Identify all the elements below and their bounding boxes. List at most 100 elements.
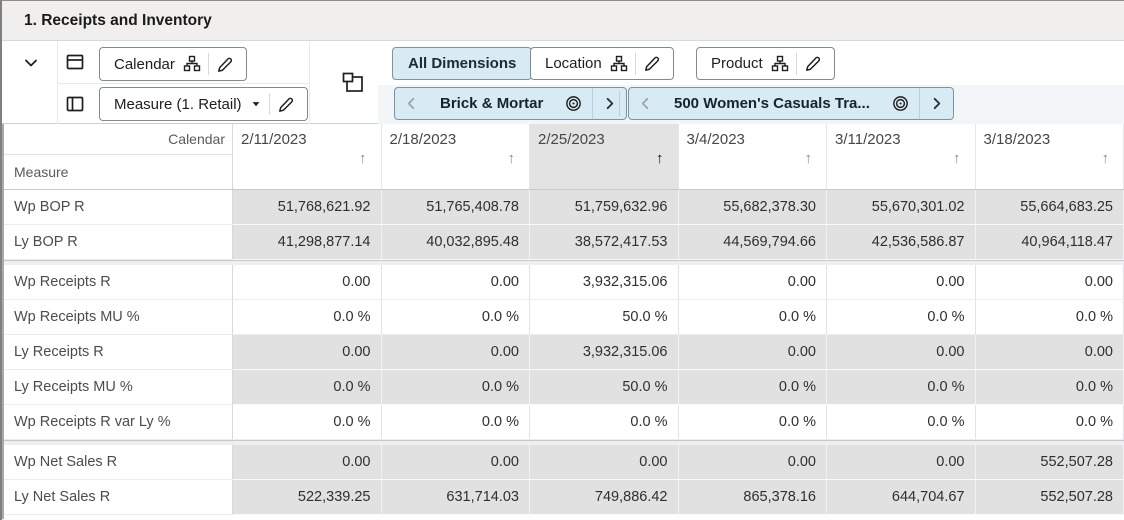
data-cell[interactable]: 0.0 % (233, 300, 382, 335)
calendar-dimension-label: Calendar (4, 124, 232, 155)
location-page-label: Brick & Mortar (440, 95, 544, 112)
row-header[interactable]: Wp Net Sales R (4, 445, 233, 480)
measure-edit-button[interactable] (274, 96, 297, 113)
row-header[interactable]: Wp Receipts MU % (4, 300, 233, 335)
data-cell[interactable]: 631,714.03 (381, 480, 530, 515)
tab-all-dimensions[interactable]: All Dimensions (392, 47, 533, 80)
row-header[interactable]: Ly Receipts R (4, 335, 233, 370)
data-cell[interactable]: 0.0 % (233, 405, 382, 440)
data-cell[interactable]: 0.0 % (827, 300, 976, 335)
tile-divider (619, 91, 620, 116)
data-cell[interactable]: 55,682,378.30 (678, 190, 827, 225)
data-cell[interactable]: 44,569,794.66 (678, 225, 827, 260)
tab-label: All Dimensions (408, 55, 517, 72)
data-cell[interactable]: 644,704.67 (827, 480, 976, 515)
data-cell[interactable]: 40,964,118.47 (975, 225, 1124, 260)
data-cell[interactable]: 0.00 (381, 265, 530, 300)
column-header[interactable]: 3/4/2023 ↑ (679, 124, 827, 189)
table-row: Wp Receipts R 0.00 0.00 3,932,315.06 0.00 0.0… (4, 265, 1124, 300)
data-cell[interactable]: 51,759,632.96 (530, 190, 679, 225)
sort-ascending-icon[interactable]: ↑ (507, 150, 516, 167)
data-cell[interactable]: 38,572,417.53 (530, 225, 679, 260)
data-cell[interactable]: 55,670,301.02 (827, 190, 976, 225)
product-edit-button[interactable] (801, 55, 824, 72)
row-header[interactable]: Ly BOP R (4, 225, 233, 260)
data-cell[interactable]: 0.00 (975, 335, 1124, 370)
row-header[interactable]: Ly Receipts MU % (4, 370, 233, 405)
data-cell[interactable]: 0.00 (975, 265, 1124, 300)
row-header[interactable]: Wp Receipts R var Ly % (4, 405, 233, 440)
product-next-button[interactable] (918, 88, 953, 119)
column-header[interactable]: 3/18/2023 ↑ (976, 124, 1124, 189)
data-cell[interactable]: 0.0 % (678, 300, 827, 335)
product-axis-button[interactable]: Product (696, 47, 835, 80)
data-cell[interactable]: 50.0 % (530, 370, 679, 405)
sort-ascending-icon[interactable]: ↑ (359, 150, 367, 167)
column-header[interactable]: 2/11/2023 ↑ (233, 124, 382, 189)
data-cell[interactable]: 51,765,408.78 (381, 190, 530, 225)
row-header[interactable]: Wp Receipts R (4, 265, 233, 300)
data-cell[interactable]: 50.0 % (530, 300, 679, 335)
pencil-icon (643, 55, 660, 72)
data-cell[interactable]: 3,932,315.06 (530, 265, 679, 300)
data-cell[interactable]: 3,932,315.06 (530, 335, 679, 370)
sort-ascending-icon[interactable]: ↑ (953, 150, 961, 167)
data-cell[interactable]: 0.00 (678, 265, 827, 300)
data-cell[interactable]: 41,298,877.14 (233, 225, 382, 260)
data-cell[interactable]: 55,664,683.25 (975, 190, 1124, 225)
pencil-icon (804, 55, 821, 72)
data-cell[interactable]: 0.00 (381, 445, 530, 480)
data-cell[interactable]: 51,768,621.92 (233, 190, 382, 225)
data-cell[interactable]: 40,032,895.48 (381, 225, 530, 260)
calendar-axis-button[interactable]: Calendar (99, 47, 247, 81)
data-cell[interactable]: 522,339.25 (233, 480, 382, 515)
location-target-button[interactable] (555, 88, 592, 119)
data-cell[interactable]: 0.00 (233, 445, 382, 480)
table-row: Ly Net Sales R 522,339.25 631,714.03 749,88… (4, 480, 1124, 515)
data-cell[interactable]: 0.00 (530, 445, 679, 480)
data-cell[interactable]: 0.00 (827, 445, 976, 480)
data-cell[interactable]: 0.0 % (678, 405, 827, 440)
data-cell[interactable]: 0.0 % (530, 405, 679, 440)
column-header[interactable]: 2/18/2023 ↑ (382, 124, 530, 189)
sort-ascending-icon[interactable]: ↑ (804, 150, 813, 167)
sort-ascending-icon[interactable]: ↑ (1101, 150, 1110, 167)
data-cell[interactable]: 0.00 (678, 445, 827, 480)
data-cell[interactable]: 42,536,586.87 (827, 225, 976, 260)
column-header[interactable]: 3/11/2023 ↑ (827, 124, 976, 189)
measure-axis-dropdown[interactable]: Measure (1. Retail) (99, 87, 308, 121)
data-cell[interactable]: 0.0 % (975, 370, 1124, 405)
product-target-button[interactable] (882, 88, 919, 119)
data-cell[interactable]: 0.0 % (975, 405, 1124, 440)
data-cell[interactable]: 0.0 % (381, 405, 530, 440)
data-cell[interactable]: 0.0 % (381, 370, 530, 405)
product-prev-button[interactable] (629, 88, 662, 119)
data-cell[interactable]: 749,886.42 (530, 480, 679, 515)
location-axis-button[interactable]: Location (530, 47, 674, 80)
data-cell[interactable]: 0.00 (827, 335, 976, 370)
data-cell[interactable]: 0.00 (381, 335, 530, 370)
location-prev-button[interactable] (395, 88, 428, 119)
row-header[interactable]: Ly Net Sales R (4, 480, 233, 515)
data-cell[interactable]: 0.0 % (233, 370, 382, 405)
collapse-view-button[interactable] (18, 50, 44, 76)
data-cell[interactable]: 0.0 % (827, 370, 976, 405)
data-cell[interactable]: 0.00 (827, 265, 976, 300)
calendar-edit-button[interactable] (213, 56, 236, 73)
data-cell[interactable]: 0.0 % (381, 300, 530, 335)
data-cell[interactable]: 0.0 % (678, 370, 827, 405)
data-cell[interactable]: 552,507.28 (975, 480, 1124, 515)
data-cell[interactable]: 0.00 (233, 265, 382, 300)
location-next-button[interactable] (592, 88, 626, 119)
data-cell[interactable]: 865,378.16 (678, 480, 827, 515)
data-cell[interactable]: 0.0 % (827, 405, 976, 440)
data-cell[interactable]: 0.00 (678, 335, 827, 370)
sort-ascending-icon[interactable]: ↑ (656, 150, 664, 167)
location-edit-button[interactable] (640, 55, 663, 72)
data-cell[interactable]: 552,507.28 (975, 445, 1124, 480)
row-header[interactable]: Wp BOP R (4, 190, 233, 225)
column-header-label: 3/11/2023 (835, 131, 901, 148)
data-cell[interactable]: 0.0 % (975, 300, 1124, 335)
column-header[interactable]: 2/25/2023 ↑ (530, 124, 679, 189)
data-cell[interactable]: 0.00 (233, 335, 382, 370)
